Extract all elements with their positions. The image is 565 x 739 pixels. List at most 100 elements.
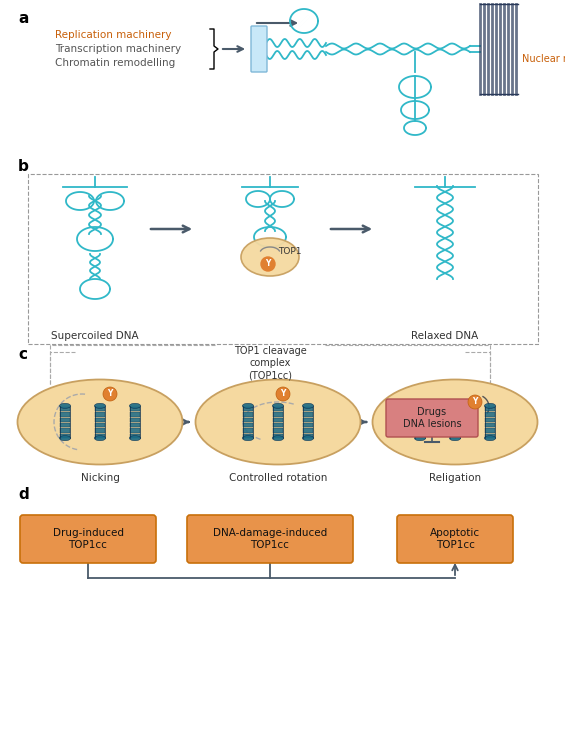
Bar <box>95 406 105 411</box>
FancyBboxPatch shape <box>20 515 156 563</box>
Ellipse shape <box>372 380 537 465</box>
Bar <box>485 423 495 427</box>
Text: DNA-damage-induced
TOP1cc: DNA-damage-induced TOP1cc <box>213 528 327 550</box>
Bar <box>60 429 70 433</box>
Circle shape <box>261 257 275 271</box>
Ellipse shape <box>302 403 314 409</box>
Bar <box>243 418 253 422</box>
Ellipse shape <box>195 380 360 465</box>
Bar <box>303 429 313 433</box>
Bar <box>95 418 105 422</box>
Text: Controlled rotation: Controlled rotation <box>229 473 327 483</box>
Ellipse shape <box>449 403 460 409</box>
Text: Nicking: Nicking <box>81 473 119 483</box>
Bar <box>130 429 140 433</box>
Text: Chromatin remodelling: Chromatin remodelling <box>55 58 175 68</box>
Bar <box>95 412 105 417</box>
Ellipse shape <box>484 403 496 409</box>
Text: Supercoiled DNA: Supercoiled DNA <box>51 331 139 341</box>
Bar <box>485 406 495 411</box>
Ellipse shape <box>94 403 106 409</box>
Bar <box>450 434 460 438</box>
Bar <box>273 423 283 427</box>
FancyBboxPatch shape <box>386 399 478 437</box>
Bar <box>303 406 313 411</box>
Bar <box>415 434 425 438</box>
Text: Religation: Religation <box>429 473 481 483</box>
Ellipse shape <box>272 435 284 440</box>
Bar <box>415 412 425 417</box>
Text: TOP1: TOP1 <box>278 248 302 256</box>
Bar <box>273 412 283 417</box>
Bar <box>130 418 140 422</box>
Bar <box>243 429 253 433</box>
Text: Relaxed DNA: Relaxed DNA <box>411 331 479 341</box>
Bar <box>415 406 425 411</box>
Ellipse shape <box>242 403 254 409</box>
Ellipse shape <box>272 403 284 409</box>
Text: Y: Y <box>280 389 286 398</box>
Ellipse shape <box>241 238 299 276</box>
Text: Replication machinery: Replication machinery <box>55 30 172 40</box>
Ellipse shape <box>449 435 460 440</box>
Ellipse shape <box>59 435 71 440</box>
Bar <box>303 434 313 438</box>
Bar <box>243 423 253 427</box>
Bar <box>130 434 140 438</box>
Ellipse shape <box>302 435 314 440</box>
Text: Y: Y <box>107 389 112 398</box>
Bar <box>273 429 283 433</box>
Bar <box>243 412 253 417</box>
Circle shape <box>468 395 482 409</box>
FancyBboxPatch shape <box>251 26 267 72</box>
Bar <box>130 412 140 417</box>
Bar <box>60 412 70 417</box>
FancyBboxPatch shape <box>187 515 353 563</box>
Bar <box>60 434 70 438</box>
Bar <box>415 429 425 433</box>
Circle shape <box>276 387 290 401</box>
Bar <box>415 423 425 427</box>
Ellipse shape <box>242 435 254 440</box>
Ellipse shape <box>59 403 71 409</box>
Bar <box>60 406 70 411</box>
Text: c: c <box>18 347 27 362</box>
Bar <box>485 418 495 422</box>
Text: Y: Y <box>266 259 271 268</box>
Ellipse shape <box>129 403 141 409</box>
Bar <box>243 434 253 438</box>
Bar <box>303 412 313 417</box>
Bar <box>485 434 495 438</box>
Bar <box>60 418 70 422</box>
Text: Nuclear matrix: Nuclear matrix <box>522 54 565 64</box>
Text: a: a <box>18 11 28 26</box>
Text: TOP1 cleavage
complex
(TOP1cc): TOP1 cleavage complex (TOP1cc) <box>233 346 306 381</box>
Bar <box>450 412 460 417</box>
Ellipse shape <box>414 403 425 409</box>
Bar <box>485 429 495 433</box>
Ellipse shape <box>18 380 182 465</box>
Bar <box>450 429 460 433</box>
Text: Y: Y <box>472 398 477 406</box>
Text: Transcription machinery: Transcription machinery <box>55 44 181 54</box>
Text: Drugs
DNA lesions: Drugs DNA lesions <box>403 407 461 429</box>
Bar <box>28 174 538 344</box>
Ellipse shape <box>414 435 425 440</box>
Text: d: d <box>18 487 29 502</box>
Bar <box>273 434 283 438</box>
Bar <box>415 418 425 422</box>
Circle shape <box>103 387 117 401</box>
Bar <box>130 406 140 411</box>
Bar <box>130 423 140 427</box>
Ellipse shape <box>129 435 141 440</box>
Bar <box>95 429 105 433</box>
Text: Drug-induced
TOP1cc: Drug-induced TOP1cc <box>53 528 124 550</box>
Bar <box>60 423 70 427</box>
Bar <box>303 423 313 427</box>
Text: Apoptotic
TOP1cc: Apoptotic TOP1cc <box>430 528 480 550</box>
Bar <box>450 418 460 422</box>
Bar <box>273 418 283 422</box>
Ellipse shape <box>94 435 106 440</box>
Ellipse shape <box>484 435 496 440</box>
Bar <box>243 406 253 411</box>
